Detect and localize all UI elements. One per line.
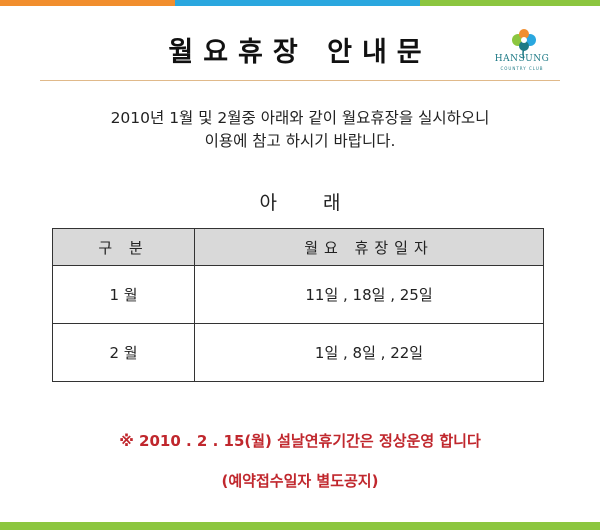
stripe-orange (0, 0, 175, 6)
table-row: 2 월 1일 , 8일 , 22일 (52, 323, 544, 382)
row-month: 1 월 (52, 265, 195, 324)
flower-logo-icon (512, 29, 536, 59)
logo-subtext: COUNTRY CLUB (500, 66, 544, 71)
table-header-row: 구 분 월요 휴장일자 (52, 228, 544, 266)
bottom-color-stripe (0, 522, 600, 530)
header-closure-dates: 월요 휴장일자 (194, 228, 544, 266)
top-color-stripe (0, 0, 600, 6)
intro-line-2: 이용에 참고 하시기 바랍니다. (204, 132, 396, 150)
page-title: 월요휴장 안내문 (168, 37, 432, 68)
table-row: 1 월 11일 , 18일 , 25일 (52, 265, 544, 324)
stripe-blue (175, 0, 420, 6)
intro-text: 2010년 1월 및 2월중 아래와 같이 월요휴장을 실시하오니 이용에 참고… (0, 107, 600, 153)
reservation-notice: (예약접수일자 별도공지) (221, 472, 379, 490)
header-category: 구 분 (52, 228, 195, 266)
section-heading: 아 래 (259, 192, 341, 214)
closure-schedule-table: 구 분 월요 휴장일자 1 월 11일 , 18일 , 25일 2 월 1일 ,… (52, 228, 544, 382)
stripe-green (420, 0, 600, 6)
row-dates: 11일 , 18일 , 25일 (194, 265, 544, 324)
intro-line-1: 2010년 1월 및 2월중 아래와 같이 월요휴장을 실시하오니 (110, 109, 490, 127)
logo-name: HANSUNG (494, 54, 550, 64)
row-month: 2 월 (52, 323, 195, 382)
header-divider (40, 80, 560, 81)
holiday-notice: ※ 2010 . 2 . 15(월) 설날연휴기간은 정상운영 합니다 (119, 432, 481, 450)
row-dates: 1일 , 8일 , 22일 (194, 323, 544, 382)
